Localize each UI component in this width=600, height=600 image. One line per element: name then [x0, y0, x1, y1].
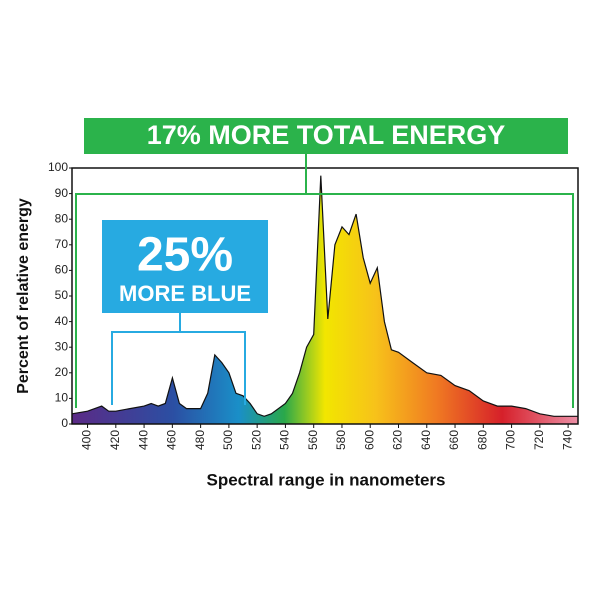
y-tick-label: 30: [55, 339, 69, 353]
x-tick-label: 720: [532, 430, 546, 450]
blue-box: [102, 220, 268, 313]
x-tick-label: 700: [504, 430, 518, 450]
y-axis-label: Percent of relative energy: [15, 198, 32, 394]
x-tick-label: 440: [136, 430, 150, 450]
y-tick-label: 40: [55, 314, 69, 328]
spectrum-line: [71, 175, 578, 417]
spectrum-area: [72, 175, 578, 424]
x-tick-label: 540: [278, 430, 292, 450]
y-tick-label: 100: [48, 160, 68, 174]
x-tick-label: 480: [193, 430, 207, 450]
x-axis-label: Spectral range in nanometers: [206, 470, 445, 489]
x-tick-label: 580: [334, 430, 348, 450]
total-bracket: [75, 154, 574, 408]
x-tick-label: 740: [560, 430, 574, 450]
total-box: [84, 118, 568, 154]
y-tick-label: 60: [55, 263, 69, 277]
y-tick-label: 70: [55, 237, 69, 251]
blue-bracket: [111, 313, 246, 405]
x-tick-label: 520: [249, 430, 263, 450]
y-tick-label: 20: [55, 365, 69, 379]
chart-title: 17% MORE TOTAL ENERGY: [147, 120, 506, 150]
annotation-big: 25%: [137, 229, 233, 282]
x-tick-label: 500: [221, 430, 235, 450]
y-tick-label: 90: [55, 186, 69, 200]
x-tick-label: 680: [475, 430, 489, 450]
x-tick-label: 620: [391, 430, 405, 450]
x-tick-label: 640: [419, 430, 433, 450]
x-tick-label: 660: [447, 430, 461, 450]
x-tick-label: 600: [362, 430, 376, 450]
x-tick-label: 460: [165, 430, 179, 450]
x-tick-label: 420: [108, 430, 122, 450]
x-tick-label: 560: [306, 430, 320, 450]
annotation-small: MORE BLUE: [119, 281, 251, 306]
plot-area: [71, 175, 578, 424]
y-tick-label: 50: [55, 288, 69, 302]
x-tick-label: 400: [80, 430, 94, 450]
y-tick-label: 0: [61, 416, 68, 430]
y-tick-label: 80: [55, 211, 69, 225]
y-tick-label: 10: [55, 391, 69, 405]
